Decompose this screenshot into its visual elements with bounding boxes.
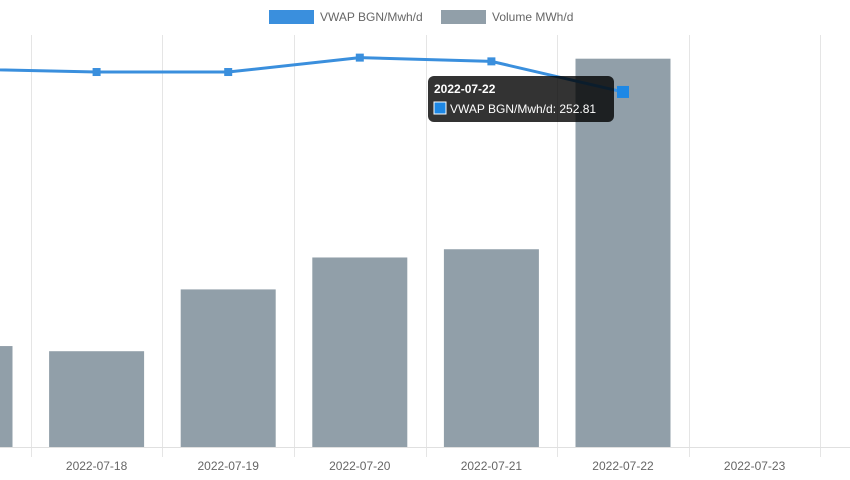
legend-item-vwap[interactable]: VWAP BGN/Mwh/d [269, 10, 423, 24]
tooltip-swatch [433, 101, 447, 115]
volume-bar-2022-07-21[interactable] [443, 249, 539, 447]
legend-label-vwap: VWAP BGN/Mwh/d [320, 10, 423, 24]
volume-bar-2022-07-19[interactable] [180, 289, 276, 447]
x-tick-label: 2022-07-22 [592, 459, 654, 473]
vwap-point-2022-07-18[interactable] [92, 68, 101, 77]
legend-item-volume[interactable]: Volume MWh/d [441, 10, 573, 24]
x-tick-label: 2022-07-23 [724, 459, 786, 473]
legend-swatch-volume [441, 10, 486, 24]
tooltip: 2022-07-22 VWAP BGN/Mwh/d: 252.81 [428, 76, 614, 122]
volume-bar-2022-07-18[interactable] [49, 351, 145, 447]
vwap-point-2022-07-19[interactable] [224, 68, 233, 77]
x-tick-label: 2022-07-20 [329, 459, 391, 473]
volume-bars [0, 58, 671, 447]
x-axis: 2022-07-18 2022-07-19 2022-07-20 2022-07-21… [66, 459, 786, 473]
vwap-point-2022-07-21[interactable] [487, 57, 496, 66]
tooltip-box [428, 76, 614, 122]
tooltip-value: VWAP BGN/Mwh/d: 252.81 [450, 102, 596, 116]
volume-bar-2022-07-17[interactable] [0, 346, 13, 447]
legend-swatch-vwap [269, 10, 314, 24]
vwap-point-2022-07-20[interactable] [355, 53, 364, 62]
legend[interactable]: VWAP BGN/Mwh/d Volume MWh/d [269, 10, 573, 24]
tooltip-title: 2022-07-22 [434, 82, 496, 96]
legend-label-volume: Volume MWh/d [492, 10, 573, 24]
vwap-line-series [0, 53, 629, 98]
volume-bar-2022-07-20[interactable] [312, 257, 408, 447]
volume-bar-2022-07-22[interactable] [575, 58, 671, 447]
x-tick-label: 2022-07-19 [198, 459, 260, 473]
vwap-point-2022-07-22[interactable] [617, 85, 629, 98]
x-tick-label: 2022-07-18 [66, 459, 128, 473]
x-tick-label: 2022-07-21 [461, 459, 523, 473]
